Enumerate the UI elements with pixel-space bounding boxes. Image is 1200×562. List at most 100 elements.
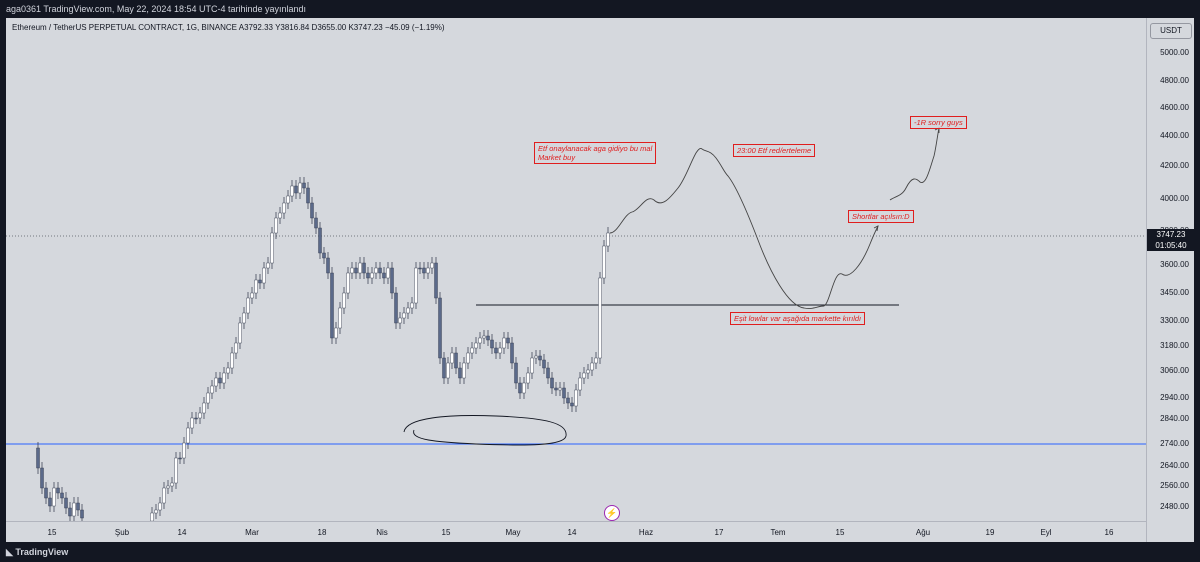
- lightning-icon[interactable]: ⚡: [604, 505, 620, 521]
- footer-bar: ◣ TradingView: [0, 542, 1200, 562]
- candle-body: [190, 417, 194, 429]
- candle-body: [570, 402, 574, 407]
- candle-body: [76, 502, 80, 511]
- time-label: 19: [985, 528, 995, 537]
- candles-group: [36, 177, 610, 521]
- price-label: 2480.00: [1160, 502, 1189, 511]
- etf-note-line1: Etf onaylanacak aga gidiyo bu mal: [538, 144, 653, 153]
- candle-body: [210, 385, 214, 394]
- time-label: Haz: [638, 528, 654, 537]
- candle-body: [378, 267, 382, 274]
- candle-body: [466, 352, 470, 364]
- time-label: 18: [317, 528, 327, 537]
- candle-body: [338, 307, 342, 329]
- time-label: 15: [441, 528, 451, 537]
- liquidity-ellipse: [403, 415, 567, 446]
- candle-body: [254, 279, 258, 294]
- candle-body: [234, 342, 238, 354]
- candle-body: [238, 322, 242, 344]
- candle-body: [530, 357, 534, 374]
- price-axis[interactable]: USDT 5000.00 4800.00 4600.00 4400.00 4200.00…: [1146, 18, 1194, 542]
- candle-body: [478, 337, 482, 344]
- candle-body: [278, 212, 282, 219]
- time-axis[interactable]: 15 Şub 14 Mar 18 Nis 15 May 14 Haz 17 Tem 15 Ağu 19 Eyl…: [6, 521, 1146, 542]
- candle-body: [202, 402, 206, 414]
- candle-body: [442, 357, 446, 379]
- candle-body: [450, 352, 454, 364]
- candle-body: [426, 267, 430, 274]
- price-label: 4400.00: [1160, 131, 1189, 140]
- candle-body: [402, 312, 406, 319]
- candle-body: [554, 387, 558, 391]
- candle-body: [334, 327, 338, 339]
- time-label: Mar: [245, 528, 259, 537]
- candle-body: [258, 279, 262, 284]
- candle-body: [230, 352, 234, 369]
- price-label: 3180.00: [1160, 341, 1189, 350]
- candle-body: [438, 297, 442, 359]
- candle-body: [174, 457, 178, 484]
- red-note[interactable]: 23:00 Etf red/erteleme: [733, 144, 816, 157]
- candle-body: [418, 267, 422, 270]
- price-label: 2560.00: [1160, 481, 1189, 490]
- candle-body: [218, 377, 222, 384]
- time-label: Şub: [114, 528, 130, 537]
- candle-body: [246, 297, 250, 314]
- candle-body: [534, 355, 538, 359]
- candle-body: [350, 267, 354, 274]
- candle-body: [302, 182, 306, 189]
- candle-body: [458, 367, 462, 379]
- candle-body: [506, 337, 510, 344]
- candle-body: [406, 307, 410, 314]
- symbol-legend: Ethereum / TetherUS PERPETUAL CONTRACT, …: [12, 23, 445, 32]
- brand-label: TradingView: [15, 547, 69, 557]
- time-label: 15: [835, 528, 845, 537]
- candle-body: [482, 335, 486, 339]
- lows-note[interactable]: Eşit lowlar var aşağıda markette kırıldı: [730, 312, 866, 325]
- candle-body: [454, 352, 458, 369]
- candle-body: [318, 227, 322, 254]
- sorry-note[interactable]: -1R sorry guys: [910, 116, 967, 129]
- candle-body: [362, 262, 366, 274]
- candle-body: [262, 267, 266, 284]
- candle-body: [326, 257, 330, 274]
- tradingview-logo[interactable]: ◣ TradingView: [6, 542, 68, 562]
- candle-body: [526, 372, 530, 384]
- candle-body: [186, 427, 190, 444]
- candle-body: [414, 267, 418, 304]
- time-label: 16: [1104, 528, 1114, 537]
- candle-body: [486, 335, 490, 341]
- chart-pane[interactable]: Ethereum / TetherUS PERPETUAL CONTRACT, …: [6, 18, 1194, 542]
- price-label: 4000.00: [1160, 194, 1189, 203]
- plot-area[interactable]: Ethereum / TetherUS PERPETUAL CONTRACT, …: [6, 18, 1146, 521]
- candle-body: [68, 507, 72, 517]
- candle-body: [250, 292, 254, 299]
- candle-body: [522, 382, 526, 394]
- candle-body: [410, 302, 414, 309]
- etf-note[interactable]: Etf onaylanacak aga gidiyo bu mal Market…: [534, 142, 657, 164]
- current-price-badge: 3747.23 01:05:40: [1147, 229, 1194, 251]
- time-label: 14: [177, 528, 187, 537]
- candle-body: [390, 267, 394, 294]
- candle-body: [558, 387, 562, 391]
- candle-body: [394, 292, 398, 324]
- candle-body: [214, 377, 218, 387]
- candle-body: [550, 377, 554, 389]
- price-label: 4800.00: [1160, 76, 1189, 85]
- candle-body: [178, 457, 182, 460]
- candle-body: [294, 185, 298, 194]
- candle-body: [170, 482, 174, 487]
- candle-body: [590, 362, 594, 371]
- candle-body: [566, 397, 570, 404]
- candle-body: [446, 362, 450, 379]
- price-label: 2940.00: [1160, 393, 1189, 402]
- time-label: Tem: [770, 528, 786, 537]
- time-label: Eyl: [1040, 528, 1052, 537]
- candle-body: [330, 272, 334, 339]
- short-note[interactable]: Shortlar açılsın:D: [848, 210, 914, 223]
- currency-button[interactable]: USDT: [1150, 23, 1192, 39]
- candle-body: [290, 185, 294, 197]
- time-label: Ağu: [915, 528, 931, 537]
- candle-body: [158, 502, 162, 511]
- candle-body: [598, 277, 602, 359]
